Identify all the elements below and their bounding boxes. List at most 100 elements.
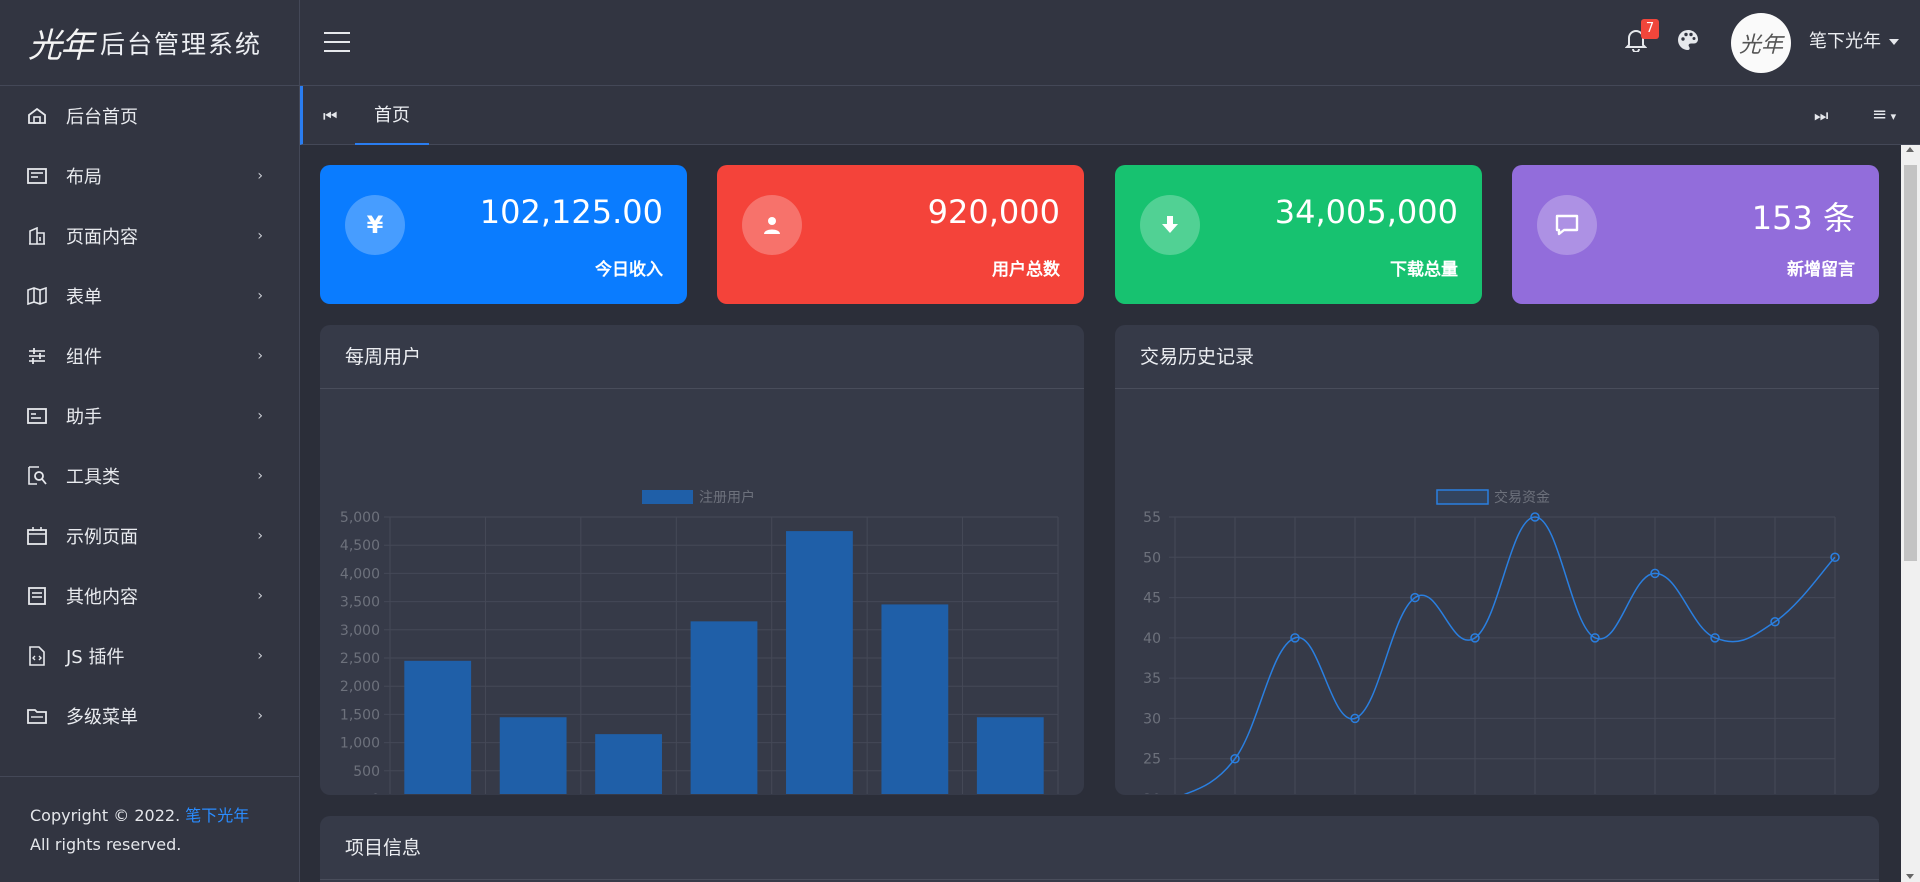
y-tick-label: 2,500 <box>340 651 380 667</box>
stat-label: 下载总量 <box>1390 260 1458 280</box>
y-tick-label: 2,000 <box>340 679 380 695</box>
legend-swatch <box>642 490 693 504</box>
bar <box>881 604 949 799</box>
page-scrollbar[interactable] <box>1901 145 1920 882</box>
card-icon <box>26 405 48 427</box>
chevron-right-icon: › <box>257 588 263 604</box>
home-icon <box>26 105 48 127</box>
sliders-icon <box>26 345 48 367</box>
sidebar-item-label: 表单 <box>66 287 102 308</box>
y-tick-label: 20 <box>1143 792 1161 794</box>
scroll-down-icon[interactable] <box>1906 874 1914 879</box>
user-menu[interactable]: 笔下光年 <box>1809 27 1899 53</box>
sidebar-item-tools[interactable]: 工具类 › <box>0 446 299 506</box>
copyright-suffix: All rights reserved. <box>30 835 182 854</box>
chevron-right-icon: › <box>257 468 263 484</box>
scroll-thumb[interactable] <box>1904 165 1917 561</box>
sidebar-item-forms[interactable]: 表单 › <box>0 266 299 326</box>
project-info-panel: 项目信息 <box>320 816 1879 882</box>
sidebar: 光年 后台管理系统 后台首页 布局 › 页面内容 › <box>0 0 300 882</box>
chevron-right-icon: › <box>257 648 263 664</box>
download-icon <box>1140 195 1200 255</box>
tab-home[interactable]: 首页 <box>355 86 429 145</box>
bar <box>499 717 567 799</box>
legend-label: 交易资金 <box>1494 489 1550 506</box>
sidebar-item-examples[interactable]: 示例页面 › <box>0 506 299 566</box>
data-point <box>1530 512 1540 522</box>
logo[interactable]: 光年 后台管理系统 <box>0 0 299 86</box>
legend-swatch <box>1436 489 1489 505</box>
sidebar-item-label: 布局 <box>66 167 102 188</box>
stat-label: 今日收入 <box>595 260 663 280</box>
sidebar-item-js-plugins[interactable]: JS 插件 › <box>0 626 299 686</box>
stat-label: 新增留言 <box>1787 260 1855 280</box>
sidebar-item-label: 页面内容 <box>66 227 138 248</box>
bar <box>786 531 853 799</box>
calendar-icon <box>26 525 48 547</box>
scroll-up-icon[interactable] <box>1906 147 1914 152</box>
tab-bar: ⏮ 首页 ⏭ ≡ ▾ <box>300 86 1920 145</box>
palette-icon[interactable] <box>1676 28 1700 52</box>
y-tick-label: 1,500 <box>340 707 380 723</box>
data-point <box>1650 568 1660 579</box>
sidebar-item-label: 多级菜单 <box>66 707 138 728</box>
bell-icon[interactable] <box>1624 28 1648 53</box>
sidebar-item-dashboard[interactable]: 后台首页 <box>0 86 299 146</box>
stat-card-users: 920,000 用户总数 <box>717 165 1084 304</box>
data-point <box>1350 713 1360 724</box>
code-file-icon <box>26 645 48 667</box>
username: 笔下光年 <box>1809 31 1881 52</box>
chevron-right-icon: › <box>257 348 263 364</box>
bar <box>690 621 758 799</box>
y-tick-label: 3,500 <box>340 595 380 611</box>
transactions-chart: 交易资金202530354045505520032004200520062007… <box>1143 489 1853 829</box>
y-tick-label: 4,000 <box>340 566 380 582</box>
y-tick-label: 55 <box>1143 510 1161 526</box>
chevron-right-icon: › <box>257 408 263 424</box>
sidebar-item-page-content[interactable]: 页面内容 › <box>0 206 299 266</box>
document-icon <box>26 585 48 607</box>
sidebar-item-components[interactable]: 组件 › <box>0 326 299 386</box>
copyright-link[interactable]: 笔下光年 <box>185 806 250 825</box>
chevron-right-icon: › <box>257 228 263 244</box>
tab-menu-icon[interactable]: ≡ ▾ <box>1872 104 1897 125</box>
bar <box>976 717 1044 799</box>
top-header: 7 光年 笔下光年 <box>300 0 1920 86</box>
sidebar-item-other[interactable]: 其他内容 › <box>0 566 299 626</box>
weekly-users-panel: 每周用户 注册用户 0 500 1,000 1,500 2,000 2,500 3,000 3,… <box>320 325 1084 829</box>
user-icon <box>742 195 802 255</box>
panel-title: 交易历史记录 <box>1115 325 1879 389</box>
y-tick-label: 45 <box>1143 591 1161 607</box>
bar <box>404 660 472 799</box>
building-icon <box>26 225 48 247</box>
notification-badge: 7 <box>1641 19 1659 39</box>
weekly-users-chart: 注册用户 0 500 1,000 1,500 2,000 2,500 3,000 3,500 4,… <box>340 489 1059 829</box>
sidebar-item-label: 组件 <box>66 347 102 368</box>
avatar[interactable]: 光年 <box>1731 13 1791 73</box>
logo-mark: 光年 <box>28 26 94 66</box>
data-point <box>1590 633 1600 643</box>
tab-prev-icon[interactable]: ⏮ <box>323 106 338 125</box>
sidebar-item-label: 其他内容 <box>66 587 138 608</box>
y-tick-label: 4,500 <box>340 538 380 554</box>
stat-value: 920,000 <box>927 193 1060 231</box>
menu-toggle-icon[interactable] <box>324 32 350 52</box>
y-tick-label: 35 <box>1143 671 1161 687</box>
bar <box>595 734 662 799</box>
yen-icon: ¥ <box>345 195 405 255</box>
legend-label: 注册用户 <box>699 489 755 506</box>
data-point <box>1410 592 1420 603</box>
sidebar-item-layout[interactable]: 布局 › <box>0 146 299 206</box>
sidebar-item-helpers[interactable]: 助手 › <box>0 386 299 446</box>
sidebar-item-multilevel-menu[interactable]: 多级菜单 › <box>0 686 299 746</box>
y-tick-label: 0 <box>371 792 380 794</box>
series-line <box>1174 516 1836 800</box>
sidebar-nav: 后台首页 布局 › 页面内容 › 表单 › 组件 <box>0 86 299 746</box>
stat-value: 102,125.00 <box>479 193 663 231</box>
y-tick-label: 3,000 <box>340 623 380 639</box>
chevron-right-icon: › <box>257 708 263 724</box>
sidebar-item-label: 工具类 <box>66 467 120 488</box>
y-tick-label: 50 <box>1143 550 1161 566</box>
copyright-footer: Copyright © 2022. 笔下光年 All rights reserv… <box>0 776 300 882</box>
tab-next-icon[interactable]: ⏭ <box>1814 106 1829 125</box>
